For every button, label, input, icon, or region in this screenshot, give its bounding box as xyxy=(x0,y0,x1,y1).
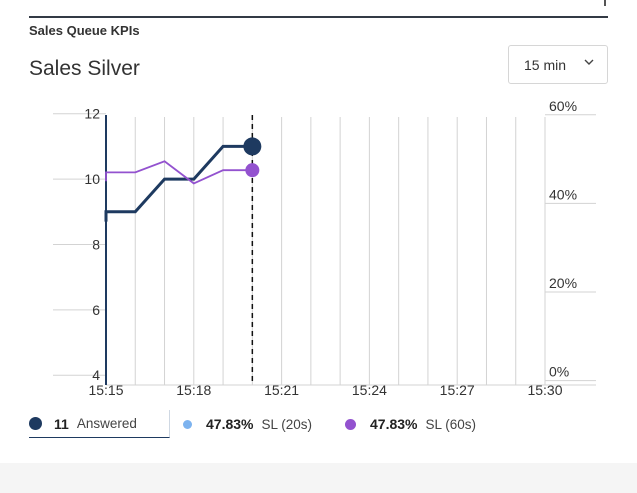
y-right-tick-label: 40% xyxy=(549,186,577,202)
legend-sl60-label: SL (60s) xyxy=(425,416,477,432)
legend-sl60-value: 47.83% xyxy=(370,416,418,432)
legend-answered-label: Answered xyxy=(76,416,137,431)
sl60-dot-icon xyxy=(345,418,356,430)
y-left-tick-label: 12 xyxy=(84,106,100,122)
interval-select-value: 15 min xyxy=(524,57,567,73)
sl-60s-current-point xyxy=(245,163,260,178)
section-title: Sales Queue KPIs xyxy=(29,23,140,38)
answered-dot-icon xyxy=(29,417,42,430)
interval-select[interactable]: 15 min xyxy=(508,45,608,84)
x-tick-label: 15:15 xyxy=(88,382,123,398)
x-tick-label: 15:21 xyxy=(264,382,299,398)
legend-sl20-label: SL (20s) xyxy=(261,416,313,432)
legend-sl20-value: 47.83% xyxy=(206,416,254,432)
legend-item-sl20[interactable]: 47.83% SL (20s) xyxy=(183,410,312,438)
kpi-card: Sales Queue KPIs Sales Silver 15 min 4 6 8… xyxy=(29,0,608,442)
panel-title: Sales Silver xyxy=(29,57,140,80)
y-left-tick-label: 8 xyxy=(92,236,100,252)
x-tick-label: 15:30 xyxy=(527,382,562,398)
y-right-tick-label: 60% xyxy=(549,98,577,114)
y-right-tick-label: 20% xyxy=(549,275,577,291)
legend-answered-value: 11 xyxy=(54,415,69,432)
legend-item-sl60[interactable]: 47.83% SL (60s) xyxy=(345,410,476,438)
sl-60s-series-line xyxy=(105,160,253,185)
answered-series-line xyxy=(104,144,253,222)
y-left-tick-label: 6 xyxy=(92,302,100,318)
x-tick-label: 15:18 xyxy=(176,382,211,398)
legend-item-answered[interactable]: 11 Answered xyxy=(29,410,170,438)
chevron-down-icon xyxy=(584,59,594,65)
header-divider xyxy=(29,16,608,18)
y-left-tick-label: 4 xyxy=(92,367,100,383)
x-tick-label: 15:24 xyxy=(352,382,387,398)
y-left-tick-label: 10 xyxy=(84,171,100,187)
answered-current-point xyxy=(243,137,262,156)
sl20-dot-icon xyxy=(183,419,192,429)
kpi-line-chart: 4 6 8 10 12 0% 20% 40% 60% 15:15 15:18 15:21 15:24 15… xyxy=(53,98,596,398)
x-tick-label: 15:27 xyxy=(440,382,475,398)
chart-legend: 11 Answered 47.83% SL (20s) 47.83% SL (6… xyxy=(29,410,589,442)
y-right-tick-label: 0% xyxy=(549,364,569,380)
corner-mark xyxy=(604,0,606,6)
